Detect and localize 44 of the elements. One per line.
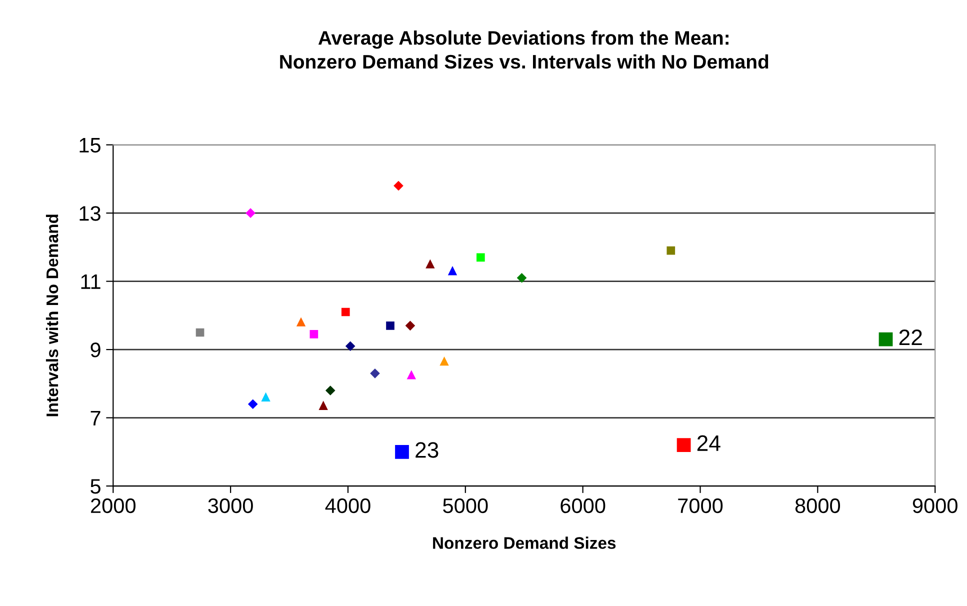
point [426,260,434,268]
x-tick-label: 5000 [443,498,488,514]
y-tick-label: 9 [90,342,100,358]
point [341,308,350,316]
y-tick-label: 5 [90,479,100,494]
x-tick-label: 9000 [912,498,958,514]
x-tick-label: 8000 [795,498,840,514]
point [476,253,485,262]
point [296,318,306,326]
point [666,246,676,255]
chart-title: Average Absolute Deviations from the Mean: Nonzero Demand Sizes vs. Intervals with No Demand [280,30,768,69]
point [407,370,416,380]
point [346,342,355,351]
point [448,266,457,276]
point [440,357,448,366]
y-axis-title: Intervals with No Demand [46,214,58,416]
point [248,400,258,409]
point [246,208,256,218]
point [262,393,270,402]
annotation: 23 [416,442,438,458]
y-tick-label: 11 [81,274,100,289]
point [517,273,526,283]
x-tick-label: 6000 [560,498,606,514]
y-tick-label: 15 [80,138,100,153]
point [394,181,404,190]
y-tick-label: 13 [80,206,100,221]
point [196,328,204,337]
point [326,386,335,396]
point [676,438,691,452]
y-tick-label: 7 [90,410,100,426]
point [319,402,328,410]
x-tick-label: 4000 [325,498,370,514]
point [370,368,380,378]
point [878,332,893,346]
point [395,444,409,459]
point [406,321,415,330]
x-axis-title: Nonzero Demand Sizes [433,536,616,549]
x-tick-label: 2000 [91,498,136,514]
x-tick-label: 3000 [208,498,253,514]
x-tick-label: 7000 [678,498,723,514]
point [386,321,394,330]
annotation: 24 [697,435,720,451]
point [310,330,318,338]
annotation: 22 [899,330,922,346]
